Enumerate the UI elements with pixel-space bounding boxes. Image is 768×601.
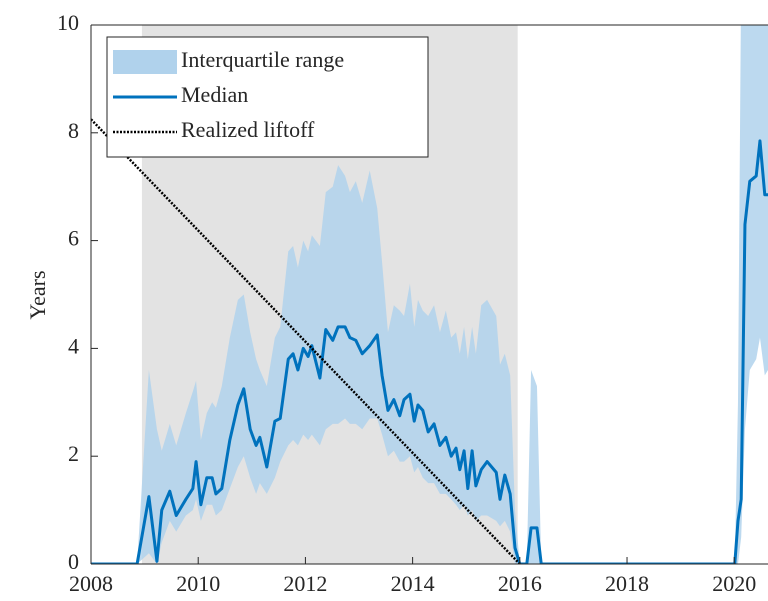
x-tick-label: 2008 — [69, 571, 113, 596]
legend-label: Median — [181, 82, 248, 107]
liftoff-line — [91, 118, 521, 564]
x-tick-label: 2014 — [391, 571, 435, 596]
x-tick-label: 2012 — [283, 571, 327, 596]
y-tick-label: 6 — [68, 226, 79, 251]
iqr-band — [91, 25, 768, 564]
median-line — [91, 139, 768, 564]
y-tick-label: 4 — [68, 333, 79, 358]
x-tick-label: 2018 — [605, 571, 649, 596]
axes: 0 2 4 6 8 10 2008 2010 2012 2014 2016 2018 2020 Inter… — [57, 10, 768, 596]
legend-label: Interquartile range — [181, 47, 344, 72]
legend-swatch — [113, 50, 177, 74]
y-tick-label: 0 — [68, 549, 79, 574]
y-tick-label: 8 — [68, 118, 79, 143]
x-tick-label: 2010 — [176, 571, 220, 596]
y-tick-label: 2 — [68, 441, 79, 466]
legend-label: Realized liftoff — [181, 117, 315, 142]
y-tick-label: 10 — [57, 10, 79, 35]
y-axis-label: Years — [25, 270, 50, 319]
x-tick-label: 2020 — [712, 571, 756, 596]
x-tick-label: 2016 — [498, 571, 542, 596]
